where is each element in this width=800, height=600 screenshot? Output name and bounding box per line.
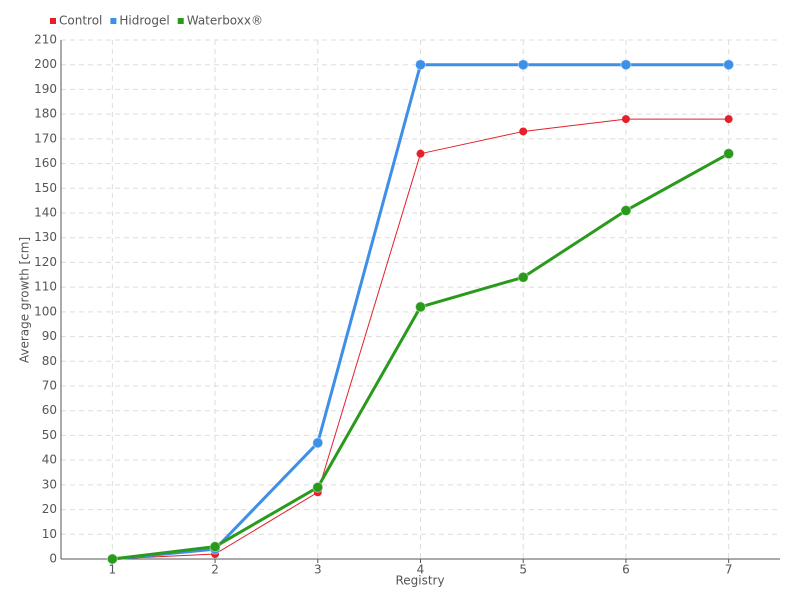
legend-label: Hidrogel (119, 14, 169, 28)
y-tick-label: 150 (34, 181, 57, 195)
legend-swatch (50, 18, 56, 24)
y-tick-label: 10 (42, 527, 57, 541)
data-point (723, 148, 735, 160)
y-tick-label: 70 (42, 379, 57, 393)
y-axis-label: Average growth [cm] (18, 237, 32, 363)
y-tick-label: 210 (34, 33, 57, 47)
y-tick-label: 190 (34, 82, 57, 96)
y-tick-label: 20 (42, 502, 57, 516)
x-tick-label: 2 (211, 563, 219, 577)
x-tick-label: 3 (314, 563, 322, 577)
y-tick-label: 90 (42, 329, 57, 343)
y-tick-label: 130 (34, 230, 57, 244)
y-tick-label: 120 (34, 255, 57, 269)
data-point (312, 437, 324, 449)
y-tick-label: 100 (34, 304, 57, 318)
y-tick-label: 50 (42, 428, 57, 442)
data-point (723, 59, 735, 71)
y-tick-label: 200 (34, 57, 57, 71)
y-tick-label: 140 (34, 206, 57, 220)
y-tick-label: 110 (34, 280, 57, 294)
data-point (416, 149, 425, 158)
data-point (519, 127, 528, 136)
y-tick-label: 60 (42, 403, 57, 417)
data-point (620, 59, 632, 71)
x-axis-label: Registry (395, 574, 444, 588)
data-point (517, 59, 529, 71)
y-tick-label: 180 (34, 107, 57, 121)
x-tick-label: 7 (725, 563, 733, 577)
x-tick-label: 5 (519, 563, 527, 577)
legend-label: Waterboxx® (187, 14, 263, 28)
x-tick-label: 6 (622, 563, 630, 577)
data-point (621, 115, 630, 124)
y-tick-label: 40 (42, 453, 57, 467)
y-tick-label: 160 (34, 156, 57, 170)
data-point (106, 553, 118, 565)
legend-swatch (177, 18, 184, 24)
y-tick-label: 170 (34, 131, 57, 145)
y-tick-label: 0 (49, 552, 57, 566)
data-point (415, 301, 426, 313)
data-point (517, 271, 529, 283)
y-tick-label: 30 (42, 477, 57, 491)
data-point (209, 541, 221, 553)
data-point (312, 481, 324, 493)
x-tick-label: 4 (417, 563, 425, 577)
y-tick-label: 80 (42, 354, 57, 368)
data-point (620, 205, 632, 217)
data-point (724, 115, 733, 124)
legend-label: Control (59, 14, 102, 28)
legend-swatch (110, 18, 117, 24)
x-tick-label: 1 (109, 563, 117, 577)
data-point (415, 59, 426, 71)
